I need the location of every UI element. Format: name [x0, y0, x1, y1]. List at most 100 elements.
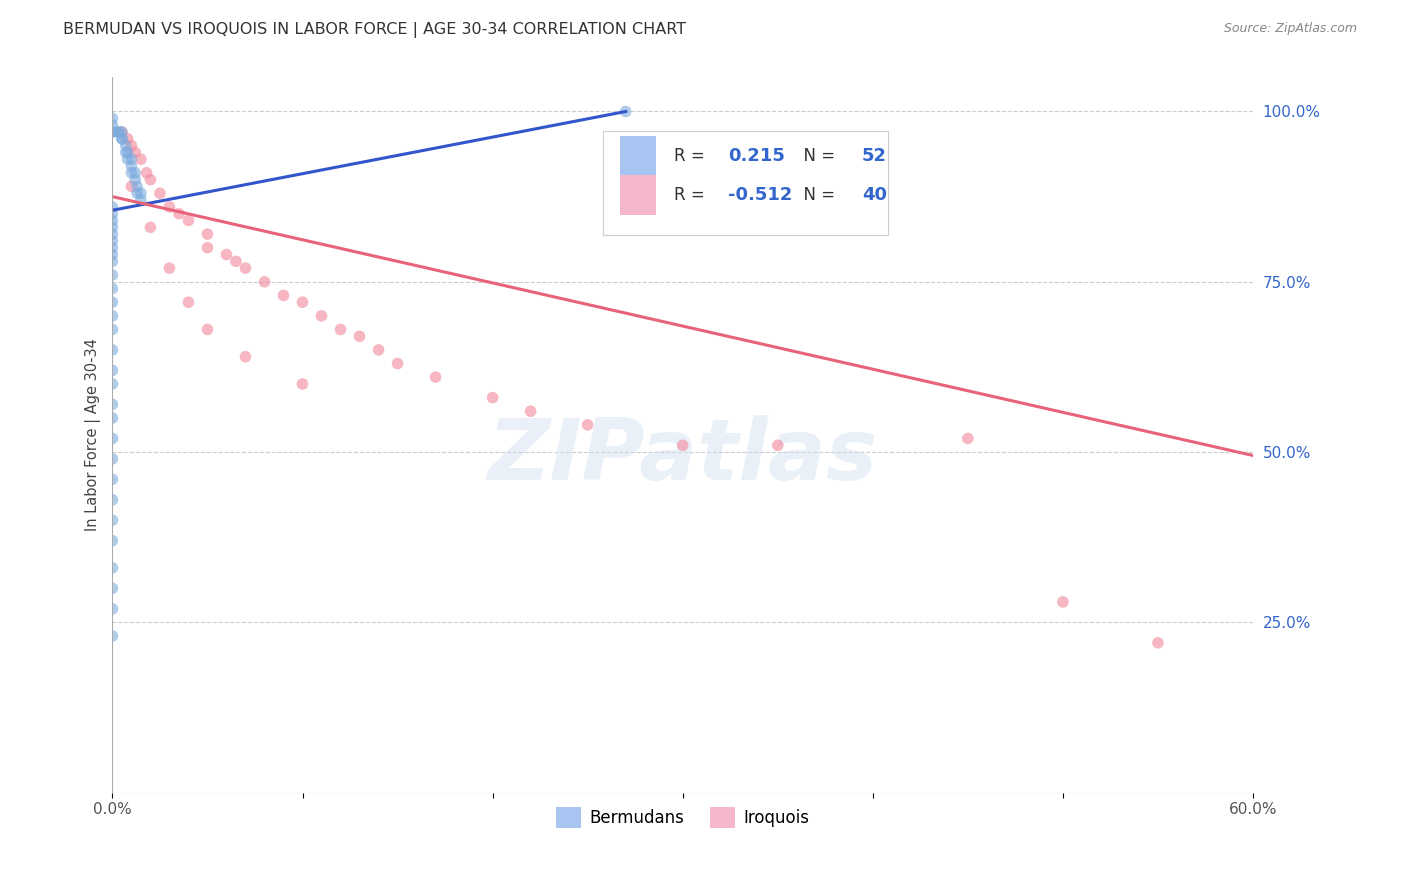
Point: [253, 275, 276, 289]
Point: [766, 438, 789, 452]
Point: [114, 145, 136, 160]
Point: [127, 186, 149, 201]
Point: [1147, 636, 1170, 650]
Point: [127, 179, 149, 194]
Point: [235, 350, 257, 364]
Point: [215, 247, 238, 261]
Text: N =: N =: [793, 147, 841, 165]
Point: [101, 411, 124, 425]
Point: [124, 145, 146, 160]
FancyBboxPatch shape: [620, 136, 657, 176]
Point: [273, 288, 295, 302]
Point: [101, 200, 124, 214]
Point: [135, 166, 157, 180]
Point: [177, 213, 200, 227]
Point: [111, 132, 134, 146]
Point: [367, 343, 389, 357]
Point: [101, 492, 124, 507]
Point: [349, 329, 371, 343]
Point: [291, 295, 314, 310]
Point: [101, 376, 124, 391]
Point: [117, 152, 139, 166]
Point: [101, 432, 124, 446]
Point: [101, 118, 124, 132]
Point: [101, 213, 124, 227]
Point: [120, 152, 142, 166]
Text: R =: R =: [673, 186, 710, 204]
Point: [129, 152, 152, 166]
Text: BERMUDAN VS IROQUOIS IN LABOR FORCE | AGE 30-34 CORRELATION CHART: BERMUDAN VS IROQUOIS IN LABOR FORCE | AG…: [63, 22, 686, 38]
Point: [101, 472, 124, 486]
Text: 40: 40: [862, 186, 887, 204]
Point: [101, 125, 124, 139]
Point: [111, 125, 134, 139]
Point: [197, 322, 219, 336]
Text: 52: 52: [862, 147, 887, 165]
Point: [101, 207, 124, 221]
Point: [111, 132, 134, 146]
Point: [101, 241, 124, 255]
Point: [614, 104, 637, 119]
Text: R =: R =: [673, 147, 710, 165]
Point: [672, 438, 695, 452]
Point: [101, 629, 124, 643]
Point: [387, 357, 409, 371]
Point: [519, 404, 541, 418]
Point: [117, 145, 139, 160]
Point: [101, 363, 124, 377]
Point: [101, 282, 124, 296]
Point: [101, 561, 124, 575]
Point: [101, 451, 124, 466]
Point: [101, 513, 124, 527]
Point: [124, 166, 146, 180]
Point: [1052, 595, 1074, 609]
Point: [101, 295, 124, 310]
Text: ZIPatlas: ZIPatlas: [488, 415, 877, 498]
Point: [481, 391, 503, 405]
Point: [107, 125, 129, 139]
Point: [101, 343, 124, 357]
Point: [177, 295, 200, 310]
Text: -0.512: -0.512: [728, 186, 793, 204]
Point: [311, 309, 333, 323]
Point: [576, 417, 599, 432]
Point: [139, 172, 162, 186]
FancyBboxPatch shape: [620, 176, 657, 215]
Point: [120, 159, 142, 173]
Point: [101, 601, 124, 615]
Point: [101, 254, 124, 268]
Point: [159, 261, 181, 276]
Point: [111, 125, 134, 139]
Point: [149, 186, 172, 201]
FancyBboxPatch shape: [603, 131, 889, 235]
Point: [101, 234, 124, 248]
Point: [139, 220, 162, 235]
Point: [425, 370, 447, 384]
Point: [329, 322, 352, 336]
Point: [101, 397, 124, 411]
Point: [101, 227, 124, 241]
Point: [101, 247, 124, 261]
Point: [101, 125, 124, 139]
Point: [129, 193, 152, 207]
Point: [120, 166, 142, 180]
Point: [101, 220, 124, 235]
Point: [101, 533, 124, 548]
Point: [197, 241, 219, 255]
Point: [114, 138, 136, 153]
Point: [225, 254, 247, 268]
Point: [101, 322, 124, 336]
Point: [107, 125, 129, 139]
Point: [956, 432, 979, 446]
Point: [124, 172, 146, 186]
Y-axis label: In Labor Force | Age 30-34: In Labor Force | Age 30-34: [86, 339, 101, 532]
Point: [129, 186, 152, 201]
Point: [167, 207, 190, 221]
Text: Source: ZipAtlas.com: Source: ZipAtlas.com: [1223, 22, 1357, 36]
Point: [101, 582, 124, 596]
Point: [120, 179, 142, 194]
Point: [235, 261, 257, 276]
Point: [197, 227, 219, 241]
Point: [101, 309, 124, 323]
Point: [291, 376, 314, 391]
